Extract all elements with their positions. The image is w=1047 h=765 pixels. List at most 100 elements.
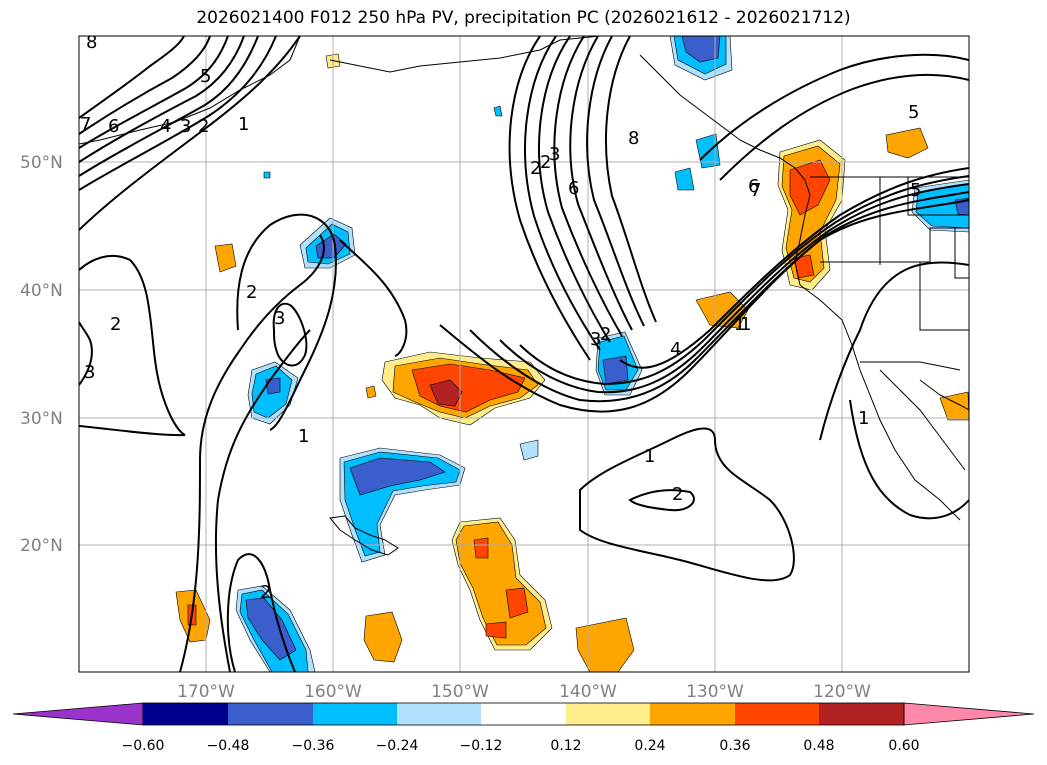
precip-blob [674, 167, 695, 191]
colorbar-tick: 0.60 [888, 738, 919, 754]
contour-label: 3 [549, 144, 560, 165]
contour-label: 1 [298, 426, 309, 447]
coastline-alaska-south [329, 36, 601, 73]
contour-label: 4 [670, 339, 681, 360]
pv-contour-line [79, 254, 186, 437]
pv-contour-line [79, 36, 301, 231]
contour-label: 1 [858, 408, 869, 429]
pv-contour-line [719, 73, 969, 181]
contour-labels: 8 6 5 4 3 2 1 7 6 5 2 3 3 2 3 1 2 2 3 6 … [80, 32, 921, 603]
lat-label-30n: 30°N [20, 409, 63, 429]
map-title: 2026021400 F012 250 hPa PV, precipitatio… [196, 8, 851, 28]
precip-blob [575, 617, 635, 672]
contour-label: 7 [750, 180, 761, 201]
border-state [919, 262, 969, 331]
graticule [79, 36, 969, 672]
pv-contour-line [569, 36, 633, 331]
lon-label-120w: 120°W [813, 682, 871, 702]
pv-contour-line [508, 36, 591, 361]
contour-label: 2 [260, 582, 271, 603]
latitude-labels: 50°N 40°N 30°N 20°N [20, 153, 63, 556]
lon-label-130w: 130°W [686, 682, 744, 702]
map-area: 8 6 5 4 3 2 1 7 6 5 2 3 3 2 3 1 2 2 3 6 … [79, 32, 969, 672]
precip-blob [485, 621, 507, 639]
pv-contour-line [79, 36, 185, 119]
precip-blob [429, 379, 463, 407]
contour-label: 4 [160, 116, 171, 137]
contour-label: 2 [198, 116, 209, 137]
pv-contour-line [79, 36, 245, 163]
precip-blob [265, 377, 281, 395]
pv-contour-line [439, 199, 969, 413]
contour-label: 3 [590, 329, 601, 350]
pv-contour-line [819, 261, 969, 441]
contour-label: 5 [908, 102, 919, 123]
pv-contour-line [179, 234, 325, 672]
pv-contour-line [553, 36, 623, 337]
precip-blob [602, 355, 629, 385]
contour-label: 3 [180, 116, 191, 137]
border-state [820, 227, 969, 263]
lat-label-20n: 20°N [20, 536, 63, 556]
contour-label: 2 [110, 314, 121, 335]
contour-label: 3 [274, 308, 285, 329]
contour-label: 2 [530, 158, 541, 179]
colorbar-extend-low [12, 702, 144, 726]
precip-blob [493, 105, 503, 117]
pv-contour-line [236, 213, 337, 431]
lon-label-160w: 160°W [304, 682, 362, 702]
longitude-labels: 170°W 160°W 150°W 140°W 130°W 120°W [177, 682, 871, 702]
lon-label-150w: 150°W [431, 682, 489, 702]
island-hawaii [329, 515, 399, 556]
pv-contour-line [628, 489, 695, 512]
contour-label: 1 [238, 114, 249, 135]
pv-contour-line [214, 329, 311, 672]
contour-label: 7 [80, 114, 91, 135]
colorbar-segment [143, 703, 228, 725]
colorbar-tick: 0.48 [803, 738, 834, 754]
pv-contour-line [499, 183, 969, 394]
contour-label: 6 [108, 116, 119, 137]
pv-contour-line [538, 36, 611, 343]
precip-blob [473, 537, 489, 559]
contour-label: 1 [644, 446, 655, 467]
colorbar-tick: −0.48 [207, 738, 250, 754]
precip-blob [885, 127, 929, 159]
lat-label-40n: 40°N [20, 281, 63, 301]
colorbar-tick: −0.12 [460, 738, 503, 754]
pv-contour-line [849, 399, 969, 520]
colorbar-segment [397, 703, 481, 725]
colorbar-frame [142, 702, 905, 726]
precip-blob [365, 385, 377, 399]
colorbar: −0.60 −0.48 −0.36 −0.24 −0.12 0.12 0.24 … [12, 702, 1035, 754]
pv-contour-line [79, 321, 93, 386]
pv-contour-line [79, 36, 259, 177]
contour-label: 1 [740, 314, 751, 335]
pv-contour-line [579, 427, 795, 582]
coastline-west-us [794, 179, 961, 521]
border-us-mexico [860, 361, 961, 371]
pv-contour-line [79, 36, 211, 135]
pv-contour-line [79, 36, 229, 149]
colorbar-tick: −0.24 [376, 738, 419, 754]
colorbar-segment [650, 703, 735, 725]
colorbar-segment [313, 703, 397, 725]
contour-label: 5 [910, 180, 921, 201]
contour-label: 2 [246, 282, 257, 303]
colorbar-tick: −0.60 [122, 738, 165, 754]
colorbar-segment [228, 703, 313, 725]
contour-label: 8 [86, 32, 97, 53]
coastline-mexico [919, 379, 969, 411]
colorbar-segment [735, 703, 819, 725]
contour-label: 8 [628, 128, 639, 149]
colorbar-segment [481, 703, 566, 725]
colorbar-tick: −0.36 [292, 738, 335, 754]
pv-contour-line [519, 175, 969, 386]
lon-label-140w: 140°W [559, 682, 617, 702]
pv-contour-line [339, 239, 408, 357]
pv-contour-line [272, 302, 308, 367]
colorbar-tick: 0.36 [719, 738, 750, 754]
pv-contour-line [226, 553, 296, 672]
colorbar-tick: 0.12 [550, 738, 581, 754]
